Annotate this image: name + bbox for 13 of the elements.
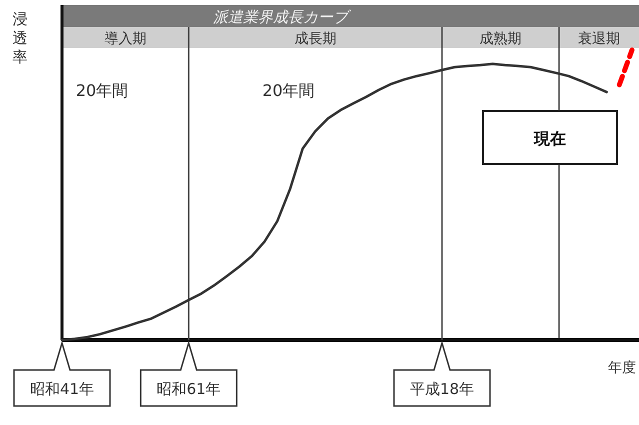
x-tick-label: 平成18年: [410, 380, 474, 398]
x-axis-title: 年度: [608, 360, 636, 376]
x-tick-label: 昭和61年: [156, 380, 221, 398]
y-axis-title: 浸透率: [12, 10, 28, 66]
annotation: 20年間: [76, 81, 128, 100]
text: 成長期: [294, 31, 336, 47]
text: 成熟期: [480, 31, 522, 47]
annotation: 現在: [533, 129, 566, 148]
annotation: 20年間: [262, 81, 315, 100]
chart-title: 派遣業界成長カーブ: [213, 8, 352, 26]
x-tick-label: 昭和41年: [30, 380, 94, 398]
text: 導入期: [104, 31, 146, 47]
text: 衰退期: [578, 31, 620, 47]
